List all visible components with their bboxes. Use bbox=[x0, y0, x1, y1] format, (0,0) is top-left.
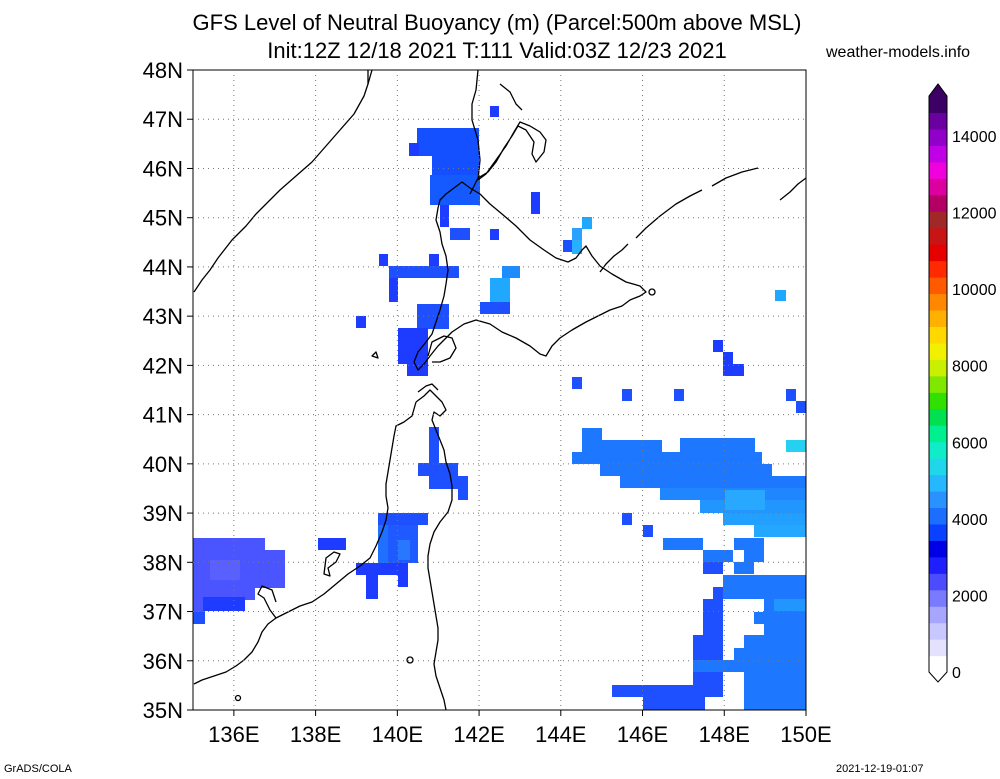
colorbar-swatch bbox=[929, 161, 947, 179]
map-frame bbox=[192, 69, 807, 711]
colorbar-tick-label: 2000 bbox=[952, 588, 988, 605]
colorbar-swatch bbox=[929, 260, 947, 278]
colorbar-tick-label: 14000 bbox=[952, 129, 997, 146]
colorbar bbox=[928, 83, 948, 683]
colorbar-swatch bbox=[929, 441, 947, 459]
colorbar-swatch bbox=[929, 375, 947, 393]
x-tick-label: 138E bbox=[290, 722, 341, 747]
colorbar-swatch bbox=[929, 178, 947, 196]
x-tick-label: 136E bbox=[208, 722, 259, 747]
y-tick-label: 46N bbox=[143, 156, 183, 181]
footer-timestamp: 2021-12-19-01:07 bbox=[836, 763, 924, 775]
colorbar-swatch bbox=[929, 128, 947, 146]
colorbar-tick-label: 6000 bbox=[952, 435, 988, 452]
colorbar-outline bbox=[928, 83, 948, 683]
colorbar-swatch bbox=[929, 145, 947, 163]
colorbar-swatch bbox=[929, 408, 947, 426]
graticule bbox=[193, 70, 806, 710]
colorbar-swatch bbox=[929, 293, 947, 311]
colorbar-swatch bbox=[929, 606, 947, 624]
y-tick-label: 37N bbox=[143, 600, 183, 625]
colorbar-tick-label: 8000 bbox=[952, 359, 988, 376]
colorbar-tick-label: 4000 bbox=[952, 512, 988, 529]
y-tick-label: 45N bbox=[143, 206, 183, 231]
colorbar-swatch bbox=[929, 194, 947, 212]
colorbar-swatch bbox=[929, 227, 947, 245]
colorbar-tick-label: 10000 bbox=[952, 282, 997, 299]
colorbar-swatch bbox=[929, 540, 947, 558]
chart-title-line1: GFS Level of Neutral Buoyancy (m) (Parce… bbox=[192, 10, 802, 35]
colorbar-swatch bbox=[929, 639, 947, 657]
y-tick-label: 39N bbox=[143, 501, 183, 526]
y-tick-label: 48N bbox=[143, 58, 183, 83]
colorbar-swatch bbox=[929, 458, 947, 476]
x-tick-label: 148E bbox=[699, 722, 750, 747]
y-tick-label: 38N bbox=[143, 550, 183, 575]
colorbar-swatch bbox=[929, 622, 947, 640]
colorbar-swatch bbox=[929, 655, 947, 673]
colorbar-swatch bbox=[929, 359, 947, 377]
colorbar-swatch bbox=[929, 96, 947, 114]
y-tick-label: 44N bbox=[143, 255, 183, 280]
x-tick-label: 150E bbox=[780, 722, 831, 747]
axis-ticks bbox=[187, 69, 807, 716]
colorbar-labels: 0 2000 4000 6000 8000 10000 12000 14000 bbox=[952, 129, 997, 682]
colorbar-tick-label: 0 bbox=[952, 665, 961, 682]
colorbar-tick-label: 12000 bbox=[952, 206, 997, 223]
x-tick-label: 142E bbox=[453, 722, 504, 747]
y-tick-label: 43N bbox=[143, 304, 183, 329]
colorbar-swatch bbox=[929, 490, 947, 509]
latitude-tick-labels: 35N 36N 37N 38N 39N 40N 41N 42N 43N 44N 45N 46N 47N 4… bbox=[143, 58, 183, 723]
y-tick-label: 36N bbox=[143, 649, 183, 674]
colorbar-swatch bbox=[929, 309, 947, 327]
footer-software-label: GrADS/COLA bbox=[4, 763, 72, 775]
colorbar-swatch bbox=[929, 244, 947, 262]
y-tick-label: 41N bbox=[143, 403, 183, 428]
colorbar-swatch bbox=[929, 211, 947, 229]
colorbar-swatch bbox=[929, 589, 947, 607]
colorbar-swatch bbox=[929, 425, 947, 443]
colorbar-swatch bbox=[929, 573, 947, 591]
colorbar-swatch bbox=[929, 112, 947, 130]
colorbar-swatch bbox=[929, 556, 947, 574]
site-label: weather-models.info bbox=[826, 44, 971, 61]
x-tick-label: 144E bbox=[535, 722, 586, 747]
buoyancy-field bbox=[193, 106, 806, 710]
colorbar-max-arrow bbox=[929, 84, 947, 96]
y-tick-label: 47N bbox=[143, 107, 183, 132]
chart-title-line2: Init:12Z 12/18 2021 T:111 Valid:03Z 12/2… bbox=[267, 38, 727, 63]
colorbar-swatch bbox=[929, 326, 947, 344]
y-tick-label: 35N bbox=[143, 698, 183, 723]
y-tick-label: 40N bbox=[143, 452, 183, 477]
x-tick-label: 140E bbox=[372, 722, 423, 747]
x-tick-label: 146E bbox=[617, 722, 668, 747]
colorbar-swatch bbox=[929, 507, 947, 525]
colorbar-swatch bbox=[929, 523, 947, 541]
coastline bbox=[193, 69, 807, 711]
colorbar-swatch bbox=[929, 392, 947, 410]
y-tick-label: 42N bbox=[143, 353, 183, 378]
colorbar-swatch bbox=[929, 342, 947, 360]
colorbar-swatch bbox=[929, 277, 947, 295]
colorbar-swatch bbox=[929, 474, 947, 492]
longitude-tick-labels: 136E 138E 140E 142E 144E 146E 148E 150E bbox=[208, 722, 832, 747]
